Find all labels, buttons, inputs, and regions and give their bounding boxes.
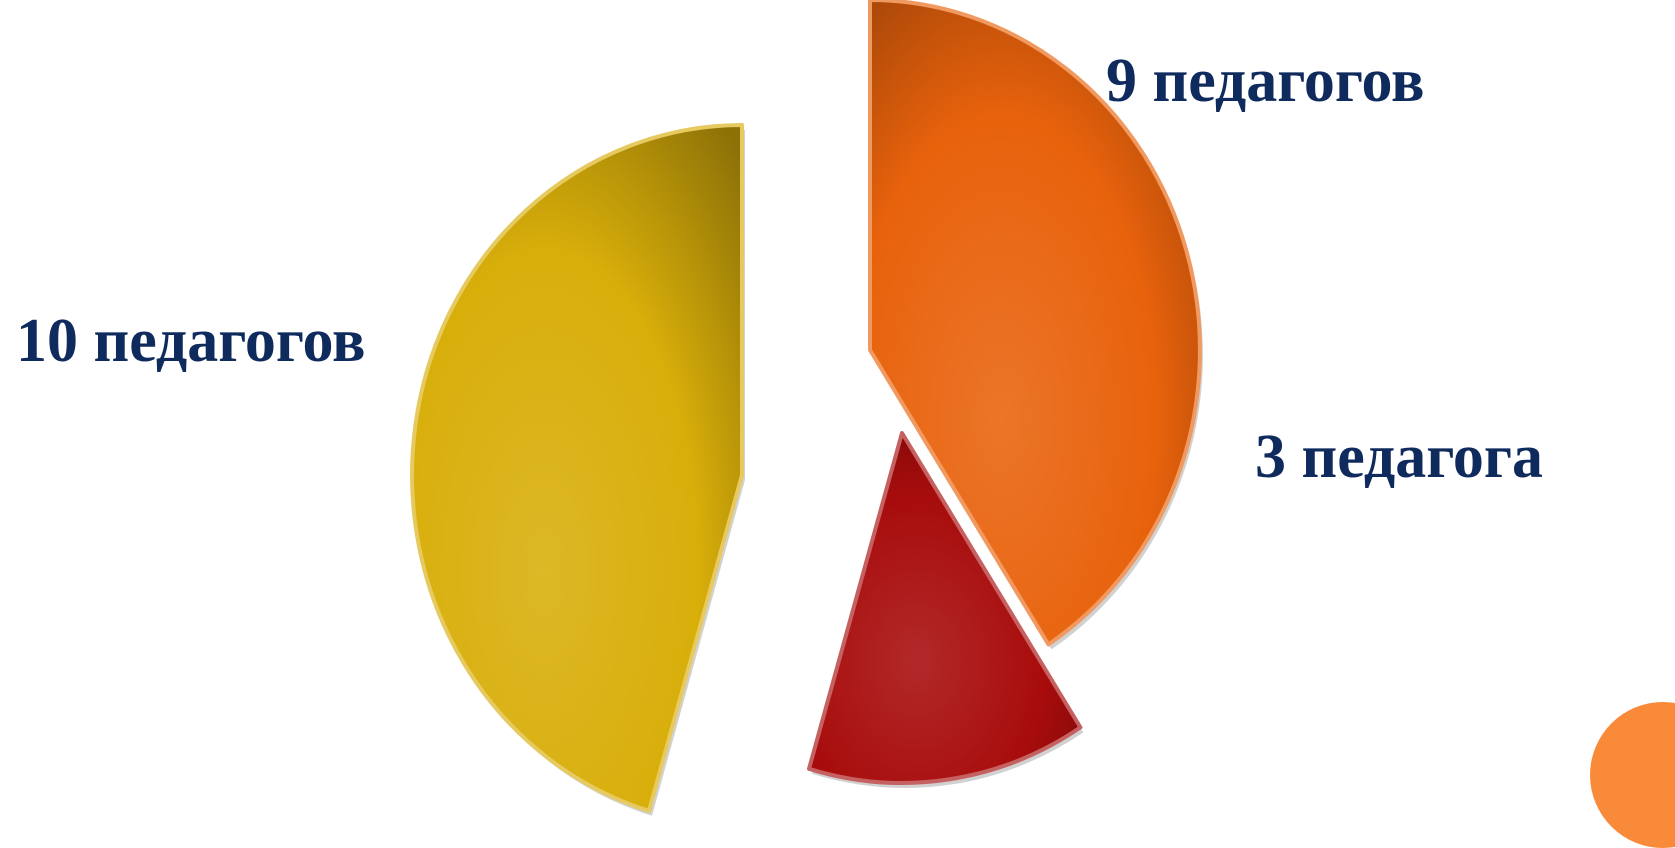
pie-slice-3 (807, 431, 1083, 785)
pie-slice-10 (410, 123, 744, 813)
slice-label-3: 3 педагога (1255, 423, 1544, 491)
pie-slice-9 (868, 0, 1202, 647)
pie-chart (410, 0, 1203, 816)
slice-label-9: 9 педагогов (1106, 47, 1425, 115)
slice-label-10: 10 педагогов (16, 307, 366, 375)
